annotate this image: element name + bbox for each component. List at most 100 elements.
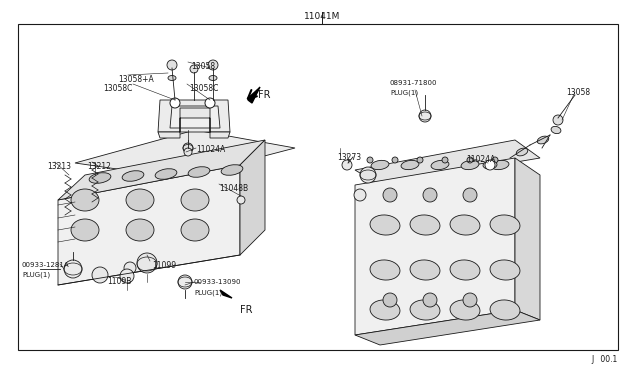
Ellipse shape [370,260,400,280]
Ellipse shape [537,136,548,144]
Circle shape [354,189,366,201]
Ellipse shape [551,126,561,134]
Ellipse shape [490,260,520,280]
Circle shape [190,65,198,73]
Ellipse shape [188,167,210,177]
Text: 11024A: 11024A [466,155,495,164]
Polygon shape [355,140,540,185]
Circle shape [184,148,192,156]
Text: 11041M: 11041M [304,12,340,21]
Ellipse shape [450,215,480,235]
Text: 13058: 13058 [191,62,215,71]
Bar [18,24,618,350]
Ellipse shape [168,76,176,80]
Ellipse shape [491,160,509,170]
Text: 00933-13090: 00933-13090 [194,279,241,285]
Circle shape [367,157,373,163]
Circle shape [383,293,397,307]
Polygon shape [240,140,265,255]
Circle shape [170,98,180,108]
Circle shape [137,253,157,273]
Polygon shape [158,100,230,132]
Ellipse shape [181,219,209,241]
Circle shape [237,196,245,204]
Circle shape [183,143,193,153]
Circle shape [442,157,448,163]
Text: PLUG(1): PLUG(1) [390,90,418,96]
Text: 13213: 13213 [47,162,71,171]
Circle shape [120,269,134,283]
Ellipse shape [450,260,480,280]
Polygon shape [58,165,240,285]
Ellipse shape [71,219,99,241]
Ellipse shape [71,189,99,211]
Text: 11099: 11099 [152,261,176,270]
Text: PLUG(1): PLUG(1) [194,289,222,295]
Ellipse shape [450,300,480,320]
Circle shape [423,293,437,307]
Ellipse shape [89,173,111,183]
Circle shape [417,157,423,163]
Circle shape [64,260,82,278]
Circle shape [463,293,477,307]
Polygon shape [248,87,260,103]
Polygon shape [220,290,232,298]
Circle shape [392,157,398,163]
Text: 00933-1281A: 00933-1281A [22,262,70,268]
Circle shape [178,275,192,289]
Ellipse shape [483,161,497,169]
Text: 13058: 13058 [566,88,590,97]
Ellipse shape [181,189,209,211]
Circle shape [467,157,473,163]
Ellipse shape [370,215,400,235]
Ellipse shape [431,160,449,170]
Ellipse shape [209,76,217,80]
Circle shape [492,157,498,163]
Ellipse shape [516,148,528,156]
Text: 13058C: 13058C [189,84,218,93]
Circle shape [205,98,215,108]
Ellipse shape [490,300,520,320]
Text: 11048B: 11048B [219,184,248,193]
Ellipse shape [371,160,389,170]
Ellipse shape [126,219,154,241]
Circle shape [423,188,437,202]
Ellipse shape [370,300,400,320]
Ellipse shape [401,160,419,170]
Ellipse shape [221,165,243,175]
Ellipse shape [122,171,144,181]
Circle shape [485,160,495,170]
Ellipse shape [155,169,177,179]
Text: 08931-71800: 08931-71800 [390,80,438,86]
Circle shape [360,167,376,183]
Text: FR: FR [240,305,253,315]
Ellipse shape [490,215,520,235]
Text: 11024A: 11024A [196,145,225,154]
Ellipse shape [410,215,440,235]
Text: 13058C: 13058C [104,84,133,93]
Text: 13058+A: 13058+A [118,75,154,84]
Polygon shape [58,140,265,200]
Circle shape [342,160,352,170]
Text: 13212: 13212 [87,162,111,171]
Ellipse shape [410,300,440,320]
Polygon shape [355,310,540,345]
Text: 1109B: 1109B [107,277,131,286]
Text: FR: FR [258,90,271,100]
Text: PLUG(1): PLUG(1) [22,272,50,279]
Ellipse shape [410,260,440,280]
Polygon shape [515,158,540,320]
Polygon shape [170,106,220,128]
Text: J   00.1: J 00.1 [592,355,618,364]
Circle shape [553,115,563,125]
Circle shape [463,188,477,202]
Polygon shape [355,158,515,335]
Circle shape [383,188,397,202]
Text: 13273: 13273 [337,153,361,162]
Polygon shape [158,108,230,138]
Circle shape [419,110,431,122]
Circle shape [92,267,108,283]
Ellipse shape [461,160,479,170]
Polygon shape [75,130,295,178]
Circle shape [124,262,136,274]
